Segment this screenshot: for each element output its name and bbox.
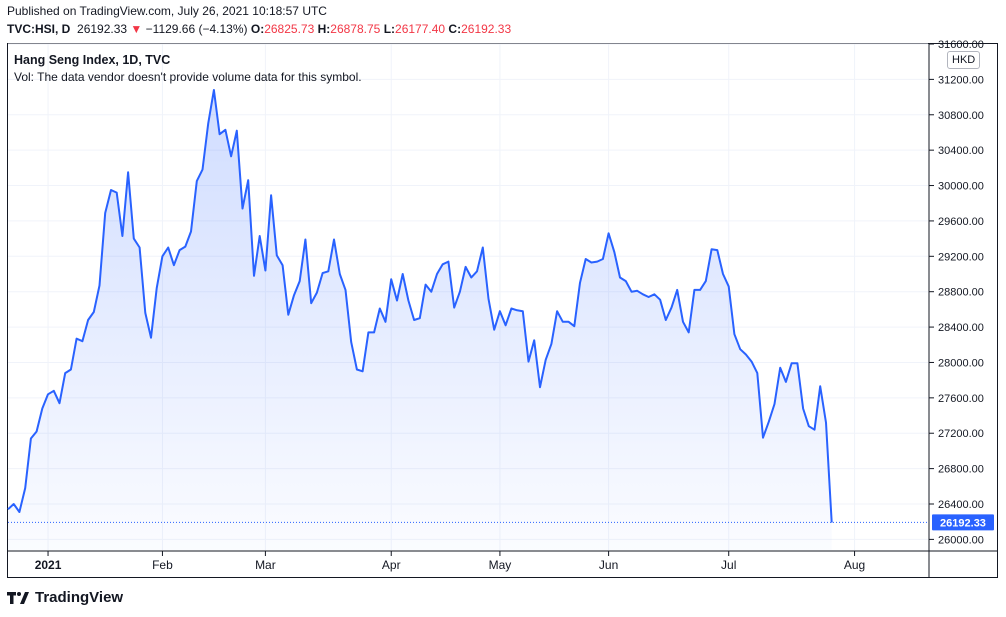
y-tick-label: 29600.00 <box>938 216 984 228</box>
high-label: H: <box>317 22 331 36</box>
published-info: Published on TradingView.com, July 26, 2… <box>7 4 327 18</box>
legend-title: Hang Seng Index, 1D, TVC <box>14 53 171 67</box>
x-tick-label: Feb <box>152 558 173 572</box>
down-arrow-icon: ▼ <box>130 22 143 36</box>
x-tick-label: Jul <box>721 558 736 572</box>
y-tick-label: 31200.00 <box>938 74 984 86</box>
brand-name: TradingView <box>35 589 124 606</box>
close-label: C: <box>448 22 462 36</box>
y-tick-label: 28800.00 <box>938 287 984 299</box>
y-tick-label: 30400.00 <box>938 145 984 157</box>
y-tick-label: 30000.00 <box>938 181 984 193</box>
open-value: 26825.73 <box>264 22 315 36</box>
low-label: L: <box>383 22 396 36</box>
price-area-fill <box>8 90 832 550</box>
close-value: 26192.33 <box>461 22 512 36</box>
y-tick-label: 26400.00 <box>938 499 984 511</box>
high-value: 26878.75 <box>330 22 381 36</box>
x-tick-label: Mar <box>255 558 276 572</box>
last-price-badge-label: 26192.33 <box>940 517 986 529</box>
x-tick-label: Apr <box>382 558 401 572</box>
y-tick-label: 26000.00 <box>938 534 984 546</box>
tradingview-logo[interactable]: TradingView <box>7 589 123 606</box>
x-tick-label: Aug <box>844 558 865 572</box>
price-change: −1129.66 (−4.13%) <box>145 22 248 36</box>
y-tick-label: 31600.00 <box>938 39 984 51</box>
y-tick-label: 29200.00 <box>938 251 984 263</box>
last-price: 26192.33 <box>77 22 128 36</box>
open-label: O: <box>250 22 265 36</box>
y-tick-label: 27200.00 <box>938 428 984 440</box>
x-tick-label: 2021 <box>35 558 62 572</box>
symbol-label: TVC:HSI, D <box>7 22 71 36</box>
y-tick-label: 28000.00 <box>938 357 984 369</box>
currency-badge[interactable]: HKD <box>947 51 981 69</box>
y-tick-label: 26800.00 <box>938 464 984 476</box>
y-tick-label: 30800.00 <box>938 110 984 122</box>
y-tick-label: 28400.00 <box>938 322 984 334</box>
y-tick-label: 27600.00 <box>938 393 984 405</box>
x-tick-label: May <box>489 558 512 572</box>
tradingview-logo-icon <box>7 591 29 604</box>
quote-line: TVC:HSI, D 26192.33 ▼ −1129.66 (−4.13%) … <box>7 22 511 36</box>
last-price-badge <box>932 514 994 531</box>
x-tick-label: Jun <box>599 558 618 572</box>
low-value: 26177.40 <box>395 22 446 36</box>
volume-note: Vol: The data vendor doesn't provide vol… <box>14 70 362 84</box>
